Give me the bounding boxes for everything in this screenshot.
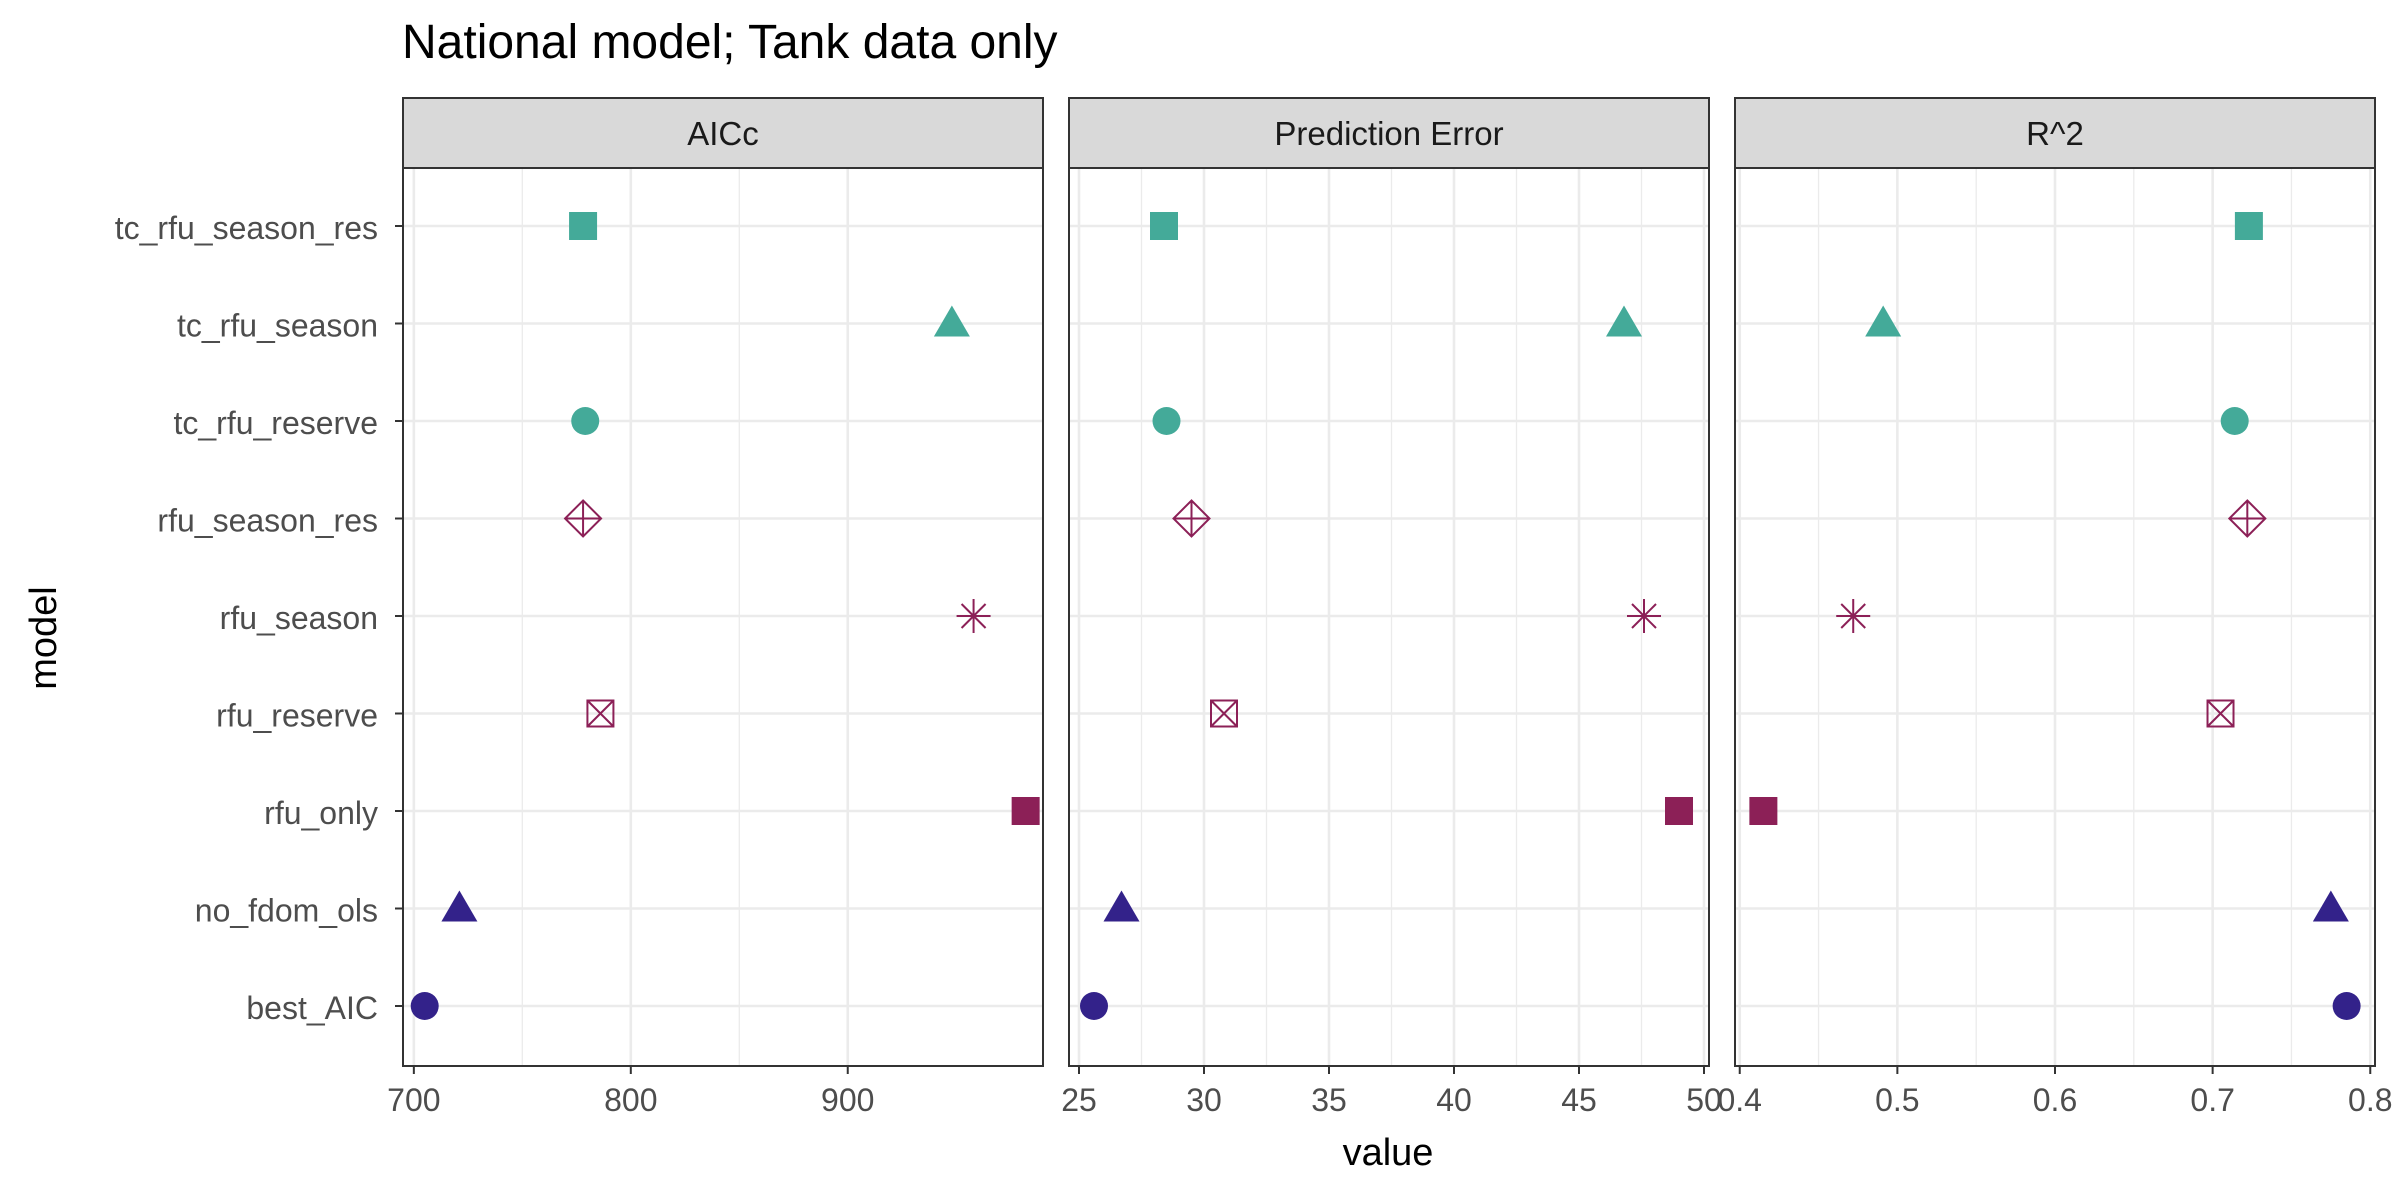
x-tick-label: 700 [387, 1082, 440, 1118]
facet-strip [1734, 97, 2376, 169]
point-marker [956, 599, 991, 633]
x-tick-label: 0.7 [2190, 1082, 2234, 1118]
point-marker [1210, 699, 1238, 728]
x-tick-label: 800 [604, 1082, 657, 1118]
x-tick-label: 0.8 [2348, 1082, 2392, 1118]
point-marker [1080, 992, 1108, 1020]
x-tick-label: 30 [1186, 1082, 1222, 1118]
facet-strip [402, 97, 1044, 169]
point-marker [1749, 797, 1778, 825]
facet-panel: R^2 0.4 0.5 0.6 0.7 0.8 [1717, 97, 2393, 1118]
point-marker [441, 890, 478, 922]
x-tick-label: 900 [821, 1082, 874, 1118]
facet-panels: AICc 700 800 900 Prediction Error 25 30 35 40 45 5… [387, 97, 2393, 1118]
y-axis: best_AIC no_fdom_ols rfu_only rfu_reserve rf… [115, 210, 403, 1026]
facet-strip [1068, 97, 1710, 169]
point-marker [571, 407, 600, 435]
point-marker [1606, 305, 1642, 337]
x-tick-label: 0.6 [2033, 1082, 2077, 1118]
point-marker [933, 305, 970, 337]
point-marker [569, 212, 598, 240]
point-marker [1172, 499, 1211, 538]
point-marker [563, 499, 603, 538]
point-marker [1152, 407, 1181, 435]
point-marker [1103, 890, 1140, 922]
point-marker [2332, 992, 2361, 1020]
x-tick-label: 50 [1686, 1082, 1722, 1118]
y-tick-label: tc_rfu_reserve [173, 405, 378, 441]
x-tick-label: 45 [1561, 1082, 1597, 1118]
y-tick-label: tc_rfu_season_res [115, 210, 378, 246]
y-tick-label: rfu_reserve [216, 698, 378, 734]
y-axis-title: model [23, 586, 65, 690]
point-marker [1665, 797, 1693, 825]
y-tick-label: tc_rfu_season [177, 308, 378, 344]
point-marker [586, 699, 615, 728]
x-tick-label: 0.5 [1875, 1082, 1919, 1118]
point-marker [1865, 305, 1902, 337]
facet-strip-label: Prediction Error [1274, 115, 1503, 152]
x-axis-title: value [1343, 1132, 1434, 1174]
y-tick-label: no_fdom_ols [195, 893, 378, 929]
point-marker [2312, 890, 2349, 922]
point-marker [1836, 599, 1871, 633]
facet-panel: Prediction Error 25 30 35 40 45 50 [1061, 97, 1722, 1118]
point-marker [1011, 797, 1040, 825]
facet-strip-label: AICc [687, 115, 759, 152]
y-tick-label: rfu_season [220, 600, 378, 636]
point-marker [2220, 407, 2249, 435]
point-marker [410, 992, 439, 1020]
point-marker [1627, 599, 1661, 633]
point-marker [1150, 212, 1178, 240]
x-tick-label: 35 [1311, 1082, 1347, 1118]
y-tick-label: best_AIC [246, 990, 378, 1026]
point-marker [2206, 699, 2235, 728]
y-tick-label: rfu_only [264, 795, 378, 831]
x-tick-label: 0.4 [1717, 1082, 1761, 1118]
x-tick-label: 40 [1436, 1082, 1472, 1118]
chart-title: National model; Tank data only [402, 16, 1058, 69]
point-marker [2234, 212, 2263, 240]
y-tick-label: rfu_season_res [157, 503, 378, 539]
facet-panel: AICc 700 800 900 [387, 97, 1044, 1118]
facet-strip-label: R^2 [2026, 115, 2084, 152]
point-marker [2227, 499, 2267, 538]
x-tick-label: 25 [1061, 1082, 1097, 1118]
